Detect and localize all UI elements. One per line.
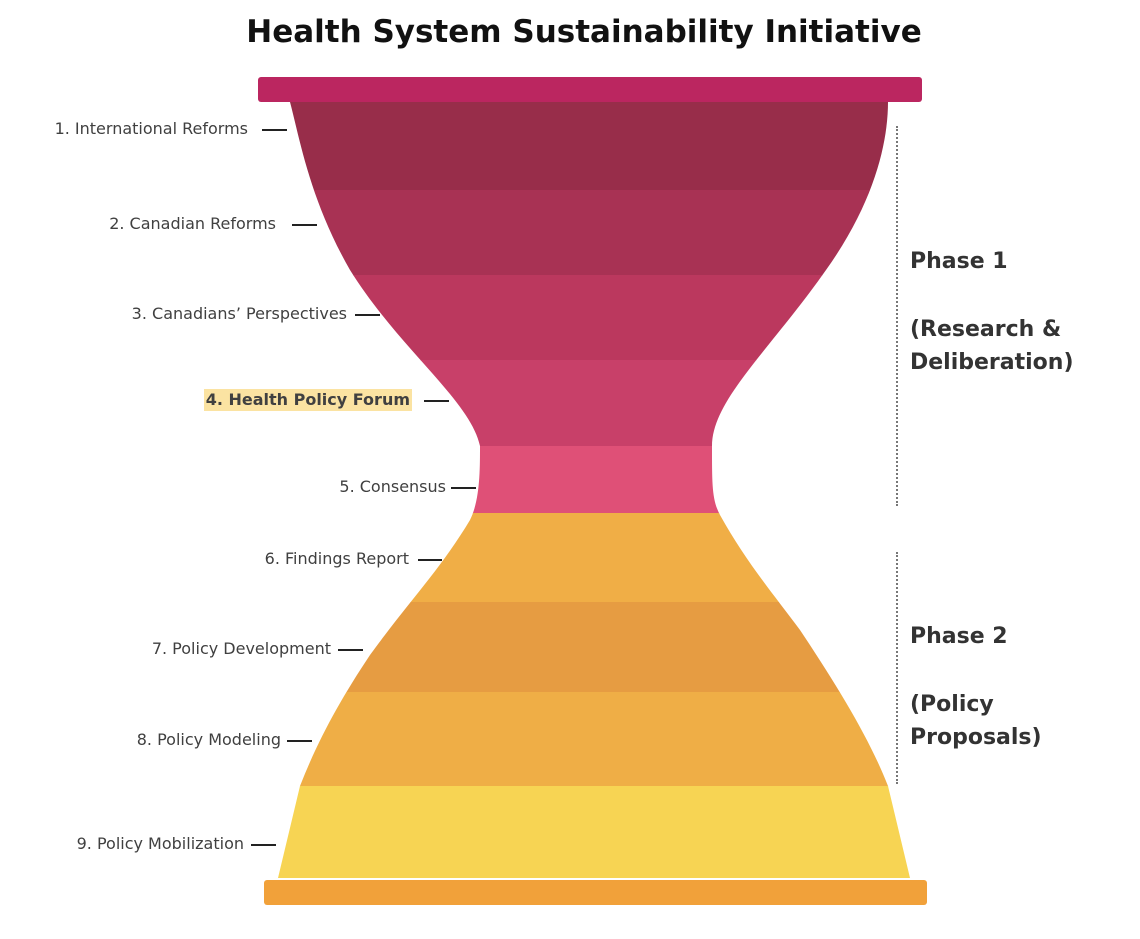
band-step-3: [278, 275, 910, 361]
phase-1-description-line2: Deliberation): [910, 350, 1074, 375]
phase-1-bracket: [896, 126, 898, 506]
step-label-1: 1. International Reforms: [54, 119, 248, 138]
diagram-title: Health System Sustainability Initiative: [246, 14, 922, 50]
phase-1-description-line1: (Research &: [910, 317, 1062, 342]
top-bar: [258, 77, 922, 102]
leader-line-7: [338, 649, 363, 651]
phase-2-description-line2: Proposals): [910, 725, 1042, 750]
step-label-3: 3. Canadians’ Perspectives: [131, 304, 347, 323]
phase-2-bracket: [896, 552, 898, 784]
leader-line-6: [418, 559, 442, 561]
bottom-bar: [264, 880, 927, 905]
leader-line-9: [251, 844, 276, 846]
step-label-8: 8. Policy Modeling: [136, 730, 281, 749]
step-label-2: 2. Canadian Reforms: [109, 214, 276, 233]
leader-line-2: [292, 224, 317, 226]
step-label-6: 6. Findings Report: [264, 549, 409, 568]
step-label-4: 4. Health Policy Forum: [203, 389, 412, 411]
phase-2-description-line1: (Policy: [910, 692, 994, 717]
step-label-7: 7. Policy Development: [151, 639, 331, 658]
leader-line-3: [355, 314, 380, 316]
phase-2-title: Phase 2: [910, 624, 1008, 649]
band-step-2: [278, 190, 910, 276]
band-step-7: [278, 602, 910, 693]
leader-line-1: [262, 129, 287, 131]
band-step-1: [278, 102, 910, 191]
band-step-9: [278, 786, 910, 878]
band-step-8: [278, 692, 910, 787]
leader-line-5: [451, 487, 476, 489]
leader-line-8: [287, 740, 312, 742]
step-label-5: 5. Consensus: [339, 477, 446, 496]
step-label-9: 9. Policy Mobilization: [76, 834, 244, 853]
leader-line-4: [424, 400, 449, 402]
phase-1-title: Phase 1: [910, 249, 1008, 274]
